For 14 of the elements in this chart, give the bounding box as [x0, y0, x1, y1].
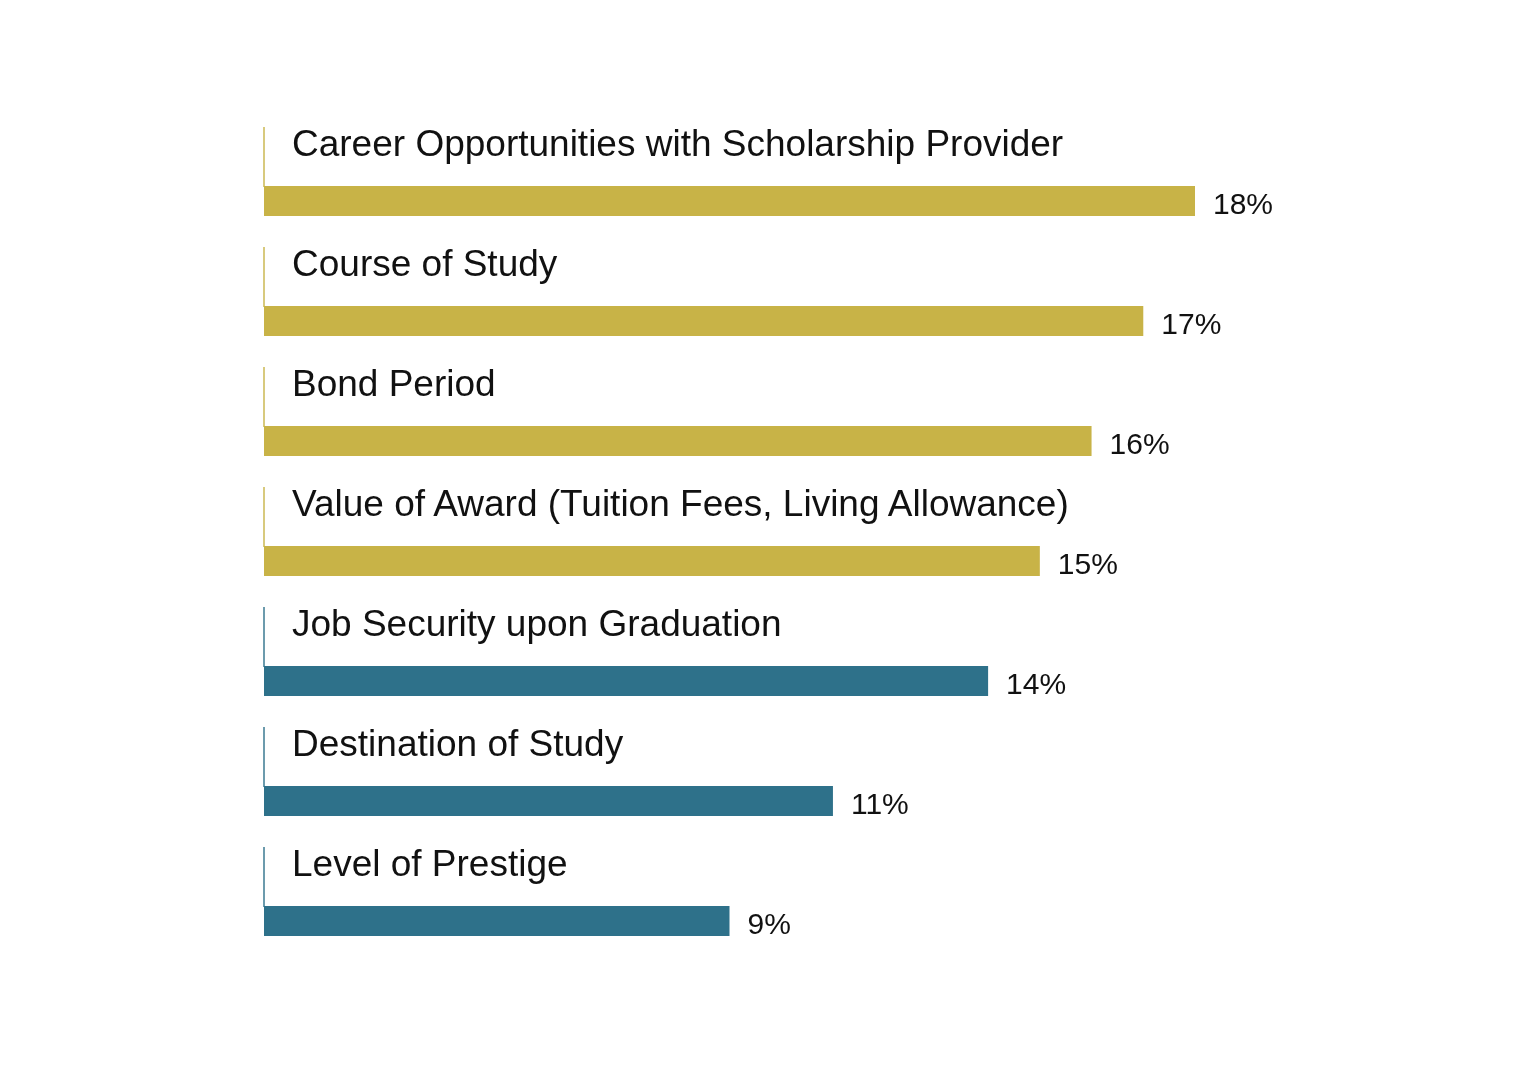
y-tick-label: Course of Study — [292, 243, 558, 284]
data-label: 14% — [1006, 667, 1067, 700]
data-label: 17% — [1161, 307, 1222, 340]
data-label: 11% — [850, 787, 909, 820]
data-label: 18% — [1213, 187, 1274, 220]
y-tick-label: Level of Prestige — [292, 843, 568, 884]
y-tick-label: Value of Award (Tuition Fees, Living Allowance) — [292, 483, 1069, 524]
y-tick-label: Job Security upon Graduation — [292, 603, 782, 644]
data-label: 9% — [747, 907, 791, 940]
y-tick-label: Destination of Study — [292, 723, 624, 764]
data-label: 16% — [1109, 427, 1170, 460]
y-tick-label: Bond Period — [292, 363, 496, 404]
data-label: 15% — [1057, 547, 1118, 580]
y-tick-label: Career Opportunities with Scholarship Provider — [292, 123, 1064, 164]
